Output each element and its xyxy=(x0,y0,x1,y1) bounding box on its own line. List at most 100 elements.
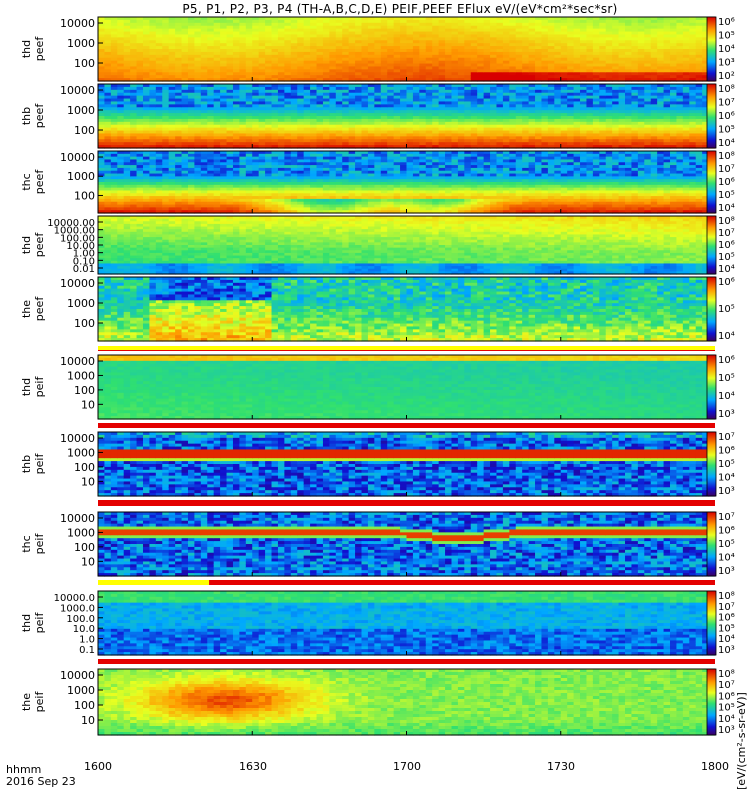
heatmap-cell xyxy=(245,142,253,146)
heatmap-cell xyxy=(310,121,318,126)
heatmap-cell xyxy=(316,28,324,33)
heatmap-cell xyxy=(663,60,671,65)
heatmap-cell xyxy=(361,86,369,91)
heatmap-cell xyxy=(220,43,228,47)
heatmap-cell xyxy=(290,75,298,79)
heatmap-cell xyxy=(168,66,176,70)
heatmap-cell xyxy=(438,57,446,62)
heatmap-cell xyxy=(329,121,337,126)
heatmap-cell xyxy=(187,19,196,24)
heatmap-cell xyxy=(612,63,620,68)
heatmap-cell xyxy=(226,133,234,137)
heatmap-cell xyxy=(573,66,581,70)
heatmap-cell xyxy=(464,19,472,24)
heatmap-cell xyxy=(586,31,594,36)
heatmap-cell xyxy=(483,37,491,41)
heatmap-cell xyxy=(181,84,189,88)
heatmap-cell xyxy=(573,69,581,73)
heatmap-cell xyxy=(355,118,363,123)
heatmap-cell xyxy=(187,25,196,30)
heatmap-cell xyxy=(232,124,240,129)
heatmap-cell xyxy=(155,40,163,44)
heatmap-cell xyxy=(380,139,388,143)
heatmap-cell xyxy=(400,54,408,59)
heatmap-cell xyxy=(670,34,678,38)
heatmap-cell xyxy=(470,40,478,44)
heatmap-cell xyxy=(502,17,510,21)
heatmap-cell xyxy=(303,116,311,120)
heatmap-cell xyxy=(316,121,324,126)
panel-product-label: peef xyxy=(33,103,46,129)
heatmap-cell xyxy=(303,72,311,76)
heatmap-cell xyxy=(657,46,665,50)
heatmap-cell xyxy=(457,46,465,50)
heatmap-cell xyxy=(175,121,183,126)
heatmap-cell xyxy=(104,66,112,70)
heatmap-cell xyxy=(367,75,375,79)
heatmap-cell xyxy=(194,17,202,21)
heatmap-cell xyxy=(406,34,414,38)
heatmap-cell xyxy=(181,101,189,105)
heatmap-cell xyxy=(541,40,549,44)
heatmap-cell xyxy=(477,37,485,41)
heatmap-cell xyxy=(136,63,144,68)
heatmap-cell xyxy=(419,34,427,38)
heatmap-cell xyxy=(200,133,208,137)
heatmap-cell xyxy=(220,75,228,79)
heatmap-cell xyxy=(130,49,138,53)
heatmap-cell xyxy=(367,98,375,103)
heatmap-cell xyxy=(438,17,446,21)
heatmap-cell xyxy=(316,31,324,36)
heatmap-cell xyxy=(663,63,671,68)
heatmap-cell xyxy=(406,46,414,50)
heatmap-cell xyxy=(702,34,710,38)
heatmap-cell xyxy=(515,28,523,33)
heatmap-cell xyxy=(631,75,639,79)
heatmap-cell xyxy=(419,124,427,129)
heatmap-cell xyxy=(612,34,620,38)
heatmap-cell xyxy=(290,92,298,97)
heatmap-cell xyxy=(277,49,285,53)
heatmap-cell xyxy=(496,142,504,146)
heatmap-cell xyxy=(335,145,343,149)
heatmap-cell xyxy=(136,19,144,24)
heatmap-cell xyxy=(322,116,330,120)
heatmap-cell xyxy=(200,46,208,50)
heatmap-cell xyxy=(290,107,298,111)
heatmap-cell xyxy=(387,104,395,108)
heatmap-cell xyxy=(329,98,337,103)
heatmap-cell xyxy=(464,69,472,73)
heatmap-cell xyxy=(496,110,504,114)
heatmap-cell xyxy=(258,130,266,135)
heatmap-cell xyxy=(470,57,478,62)
heatmap-cell xyxy=(535,31,543,36)
heatmap-cell xyxy=(502,124,510,129)
heatmap-cell xyxy=(470,63,478,68)
heatmap-cell xyxy=(689,43,697,47)
heatmap-cell xyxy=(541,37,549,41)
heatmap-cell xyxy=(618,49,626,53)
heatmap-cell xyxy=(220,34,228,38)
heatmap-cell xyxy=(290,127,298,132)
heatmap-cell xyxy=(277,19,285,24)
heatmap-cell xyxy=(200,84,208,88)
heatmap-cell xyxy=(432,127,440,132)
heatmap-cell xyxy=(445,49,453,53)
heatmap-cell xyxy=(406,121,414,126)
heatmap-cell xyxy=(271,66,279,70)
heatmap-cell xyxy=(464,84,472,88)
heatmap-cell xyxy=(130,142,138,146)
heatmap-cell xyxy=(464,107,472,111)
heatmap-cell xyxy=(290,40,298,44)
heatmap-cell xyxy=(98,17,106,21)
heatmap-cell xyxy=(483,127,491,132)
heatmap-cell xyxy=(130,136,138,140)
heatmap-cell xyxy=(130,60,138,65)
heatmap-cell xyxy=(432,116,440,120)
heatmap-cell xyxy=(142,89,151,94)
heatmap-cell xyxy=(361,110,369,114)
heatmap-cell xyxy=(322,63,330,68)
heatmap-cell xyxy=(515,121,523,126)
heatmap-cell xyxy=(110,133,118,137)
heatmap-cell xyxy=(650,25,658,30)
